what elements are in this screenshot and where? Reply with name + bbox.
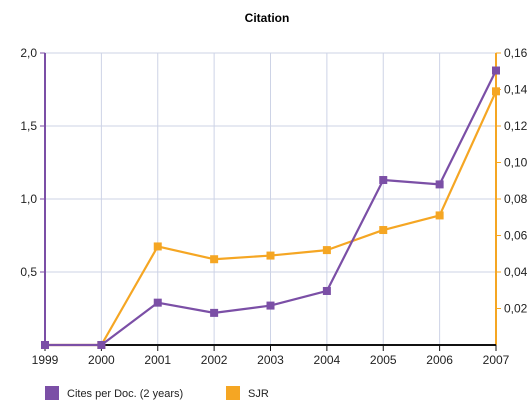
x-tick-label: 2002 bbox=[201, 353, 228, 367]
data-point-cites-per-doc bbox=[322, 286, 331, 295]
y-left-tick-label: 0,5 bbox=[20, 265, 37, 279]
series-layer bbox=[41, 66, 500, 349]
y-left-tick-label: 1,5 bbox=[20, 119, 37, 133]
data-point-sjr bbox=[379, 226, 388, 235]
data-point-cites-per-doc bbox=[153, 298, 162, 307]
x-tick-label: 1999 bbox=[32, 353, 59, 367]
y-right-tick-label: 0,04 bbox=[504, 265, 528, 279]
y-right-tick-label: 0,14 bbox=[504, 83, 528, 97]
data-point-cites-per-doc bbox=[435, 180, 444, 189]
data-point-cites-per-doc bbox=[379, 176, 388, 185]
x-tick-label: 2005 bbox=[370, 353, 397, 367]
y-axis-right-ticks: 0,02 0,04 0,06 0,08 0,10 0,12 0,14 0,16 bbox=[496, 46, 528, 316]
x-tick-label: 2004 bbox=[314, 353, 341, 367]
y-axis-left-ticks: 0,5 1,0 1,5 2,0 bbox=[20, 46, 45, 279]
y-right-tick-label: 0,12 bbox=[504, 119, 528, 133]
data-point-sjr bbox=[153, 242, 162, 251]
data-point-sjr bbox=[435, 211, 444, 220]
data-point-sjr bbox=[210, 255, 219, 264]
data-point-sjr bbox=[492, 87, 500, 96]
y-right-tick-label: 0,10 bbox=[504, 156, 528, 170]
legend-label: Cites per Doc. (2 years) bbox=[67, 388, 183, 400]
legend-swatch bbox=[226, 386, 240, 400]
data-point-cites-per-doc bbox=[97, 341, 106, 349]
data-point-cites-per-doc bbox=[210, 308, 219, 317]
y-left-tick-label: 2,0 bbox=[20, 46, 37, 60]
y-right-tick-label: 0,02 bbox=[504, 302, 528, 316]
legend: Cites per Doc. (2 years) SJR bbox=[45, 386, 269, 400]
y-left-tick-label: 1,0 bbox=[20, 192, 37, 206]
data-point-cites-per-doc bbox=[266, 301, 275, 310]
legend-label: SJR bbox=[248, 388, 269, 400]
y-right-tick-label: 0,06 bbox=[504, 229, 528, 243]
x-tick-label: 2003 bbox=[257, 353, 284, 367]
grid bbox=[44, 52, 497, 345]
data-point-cites-per-doc bbox=[41, 341, 49, 349]
x-tick-label: 2007 bbox=[483, 353, 510, 367]
data-point-cites-per-doc bbox=[492, 66, 500, 75]
y-right-tick-label: 0,16 bbox=[504, 46, 528, 60]
x-tick-label: 2000 bbox=[88, 353, 115, 367]
chart-title: Citation bbox=[245, 11, 290, 25]
y-right-tick-label: 0,08 bbox=[504, 192, 528, 206]
x-axis-ticks: 1999 2000 2001 2002 2003 2004 2005 2006 2007 bbox=[32, 345, 510, 367]
x-tick-label: 2001 bbox=[144, 353, 171, 367]
data-point-sjr bbox=[322, 246, 331, 255]
legend-swatch bbox=[45, 386, 59, 400]
x-tick-label: 2006 bbox=[426, 353, 453, 367]
data-point-sjr bbox=[266, 251, 275, 260]
